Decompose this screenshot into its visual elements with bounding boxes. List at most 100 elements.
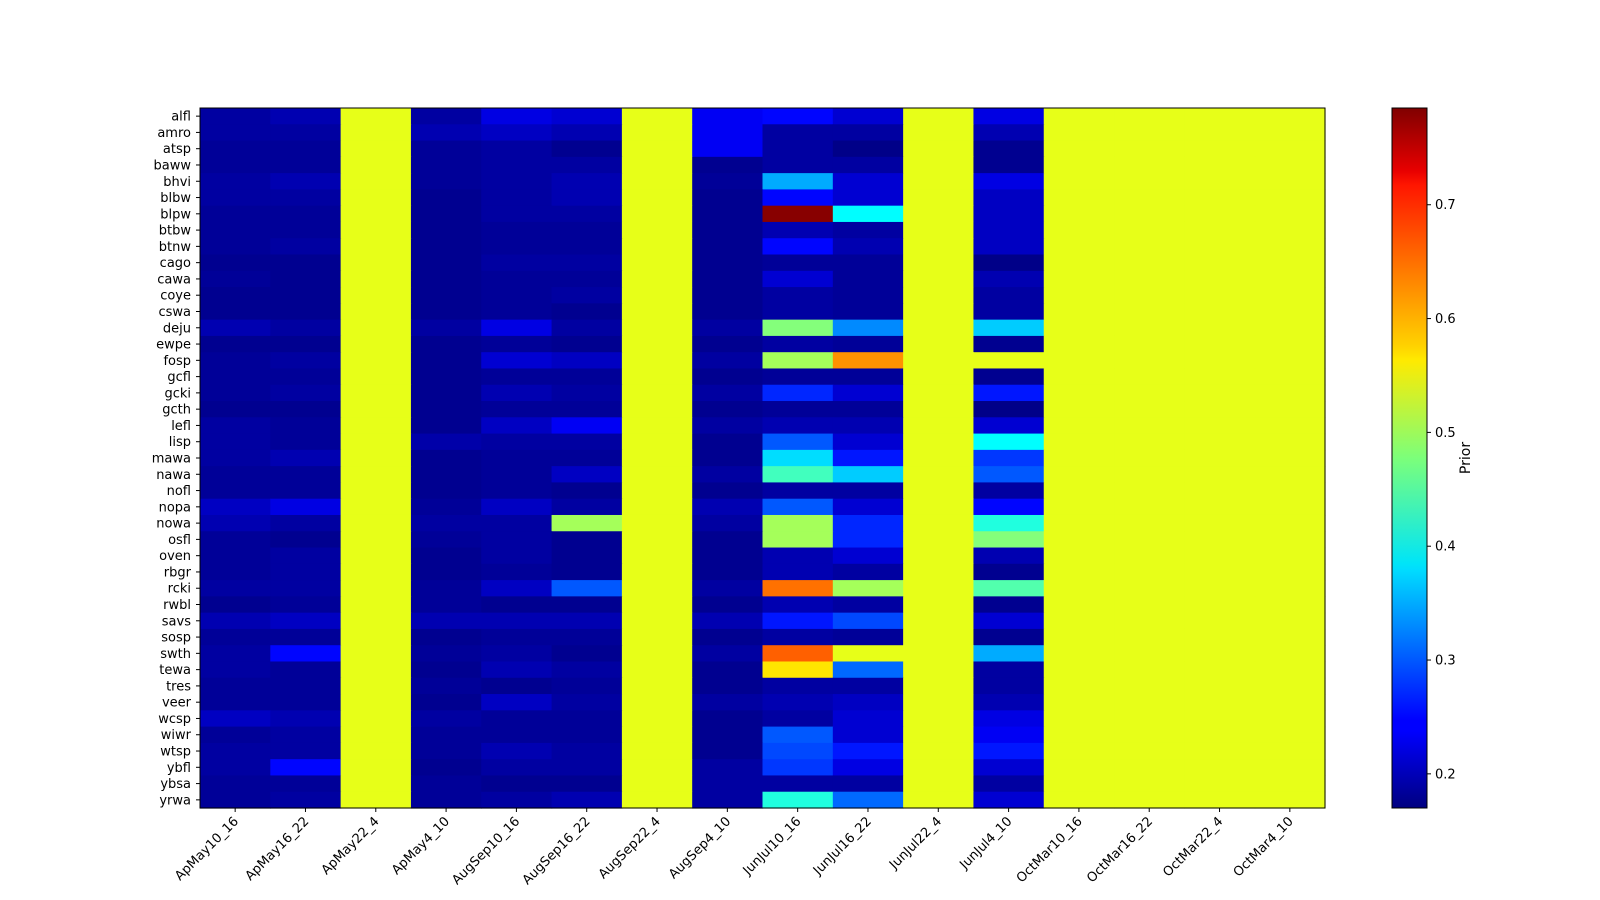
heatmap-cell-cawa-ApMay10_16 xyxy=(200,270,271,288)
heatmap-cell-blbw-JunJul22_4 xyxy=(903,189,975,207)
heatmap-cell-gcth-OctMar22_4 xyxy=(1184,401,1256,418)
heatmap-cell-gcfl-ApMay4_10 xyxy=(410,368,482,386)
heatmap-cell-nopa-ApMay22_4 xyxy=(340,498,412,516)
heatmap-cell-osfl-ApMay22_4 xyxy=(340,531,412,549)
heatmap-cell-wtsp-ApMay10_16 xyxy=(200,742,271,760)
heatmap-cell-wcsp-ApMay10_16 xyxy=(200,710,271,728)
x-tick-label-OctMar22_4: OctMar22_4 xyxy=(1160,814,1226,880)
heatmap-cell-amro-AugSep22_4 xyxy=(621,124,693,142)
heatmap-cell-rwbl-OctMar16_22 xyxy=(1114,596,1185,614)
heatmap-cell-bhvi-OctMar22_4 xyxy=(1184,173,1256,190)
heatmap-cell-nofl-JunJul10_16 xyxy=(762,482,834,500)
heatmap-cell-ybsa-OctMar4_10 xyxy=(1254,775,1326,793)
heatmap-cell-yrwa-JunJul10_16 xyxy=(762,791,834,809)
y-tick-label-amro: amro xyxy=(157,126,191,141)
heatmap-cell-atsp-AugSep10_16 xyxy=(481,140,553,158)
heatmap-cell-fosp-AugSep4_10 xyxy=(692,352,764,370)
heatmap-cell-nopa-OctMar4_10 xyxy=(1254,498,1326,516)
heatmap-cell-cswa-AugSep16_22 xyxy=(551,303,623,321)
heatmap-cell-amro-ApMay4_10 xyxy=(410,124,482,142)
heatmap-cell-btbw-OctMar16_22 xyxy=(1114,221,1185,239)
heatmap-cell-tewa-OctMar22_4 xyxy=(1184,661,1256,679)
heatmap-cell-lisp-ApMay22_4 xyxy=(340,433,412,451)
heatmap-cell-fosp-AugSep22_4 xyxy=(621,352,693,370)
heatmap-cell-blbw-OctMar10_16 xyxy=(1043,189,1115,207)
heatmap-cell-amro-AugSep16_22 xyxy=(551,124,623,142)
heatmap-cell-osfl-ApMay10_16 xyxy=(200,531,271,549)
heatmap-cell-bhvi-ApMay16_22 xyxy=(270,173,342,190)
heatmap-cell-wtsp-JunJul4_10 xyxy=(973,742,1045,760)
heatmap-cell-ewpe-OctMar22_4 xyxy=(1184,335,1256,353)
heatmap-cell-blbw-OctMar22_4 xyxy=(1184,189,1256,207)
colorbar-ticks: 0.2 0.3 0.4 0.5 0.6 0.7 xyxy=(1427,198,1456,782)
heatmap-cell-sosp-OctMar4_10 xyxy=(1254,628,1326,646)
heatmap-cell-nawa-OctMar22_4 xyxy=(1184,466,1256,484)
heatmap-cell-btbw-ApMay10_16 xyxy=(200,221,271,239)
heatmap-cell-deju-ApMay10_16 xyxy=(200,319,271,337)
heatmap-cell-wcsp-OctMar16_22 xyxy=(1114,710,1185,728)
heatmap-cell-blpw-OctMar16_22 xyxy=(1114,205,1185,223)
colorbar-tick-label: 0.2 xyxy=(1435,767,1456,782)
heatmap-cell-blbw-OctMar16_22 xyxy=(1114,189,1185,207)
colorbar: 0.2 0.3 0.4 0.5 0.6 0.7 Prior xyxy=(1391,107,1474,809)
heatmap-cell-oven-ApMay16_22 xyxy=(270,547,342,565)
heatmap-cell-sosp-OctMar16_22 xyxy=(1114,628,1185,646)
heatmap-cell-tewa-JunJul22_4 xyxy=(903,661,975,679)
heatmap-cell-cago-OctMar4_10 xyxy=(1254,254,1326,272)
heatmap-cell-lisp-AugSep22_4 xyxy=(621,433,693,451)
heatmap-cell-oven-AugSep10_16 xyxy=(481,547,553,565)
heatmap-cell-lefl-JunJul16_22 xyxy=(832,417,904,435)
heatmap-cell-lefl-AugSep16_22 xyxy=(551,417,623,435)
heatmap-cell-btnw-JunJul4_10 xyxy=(973,238,1045,256)
heatmap-cell-mawa-ApMay10_16 xyxy=(200,449,271,467)
heatmap-cell-sosp-AugSep16_22 xyxy=(551,628,623,646)
heatmap-cell-swth-OctMar4_10 xyxy=(1254,645,1326,663)
heatmap-cell-cago-ApMay16_22 xyxy=(270,254,342,272)
heatmap-cell-btnw-ApMay16_22 xyxy=(270,238,342,256)
heatmap-cell-atsp-ApMay16_22 xyxy=(270,140,342,158)
heatmap-cell-atsp-AugSep22_4 xyxy=(621,140,693,158)
heatmap-cell-nofl-AugSep16_22 xyxy=(551,482,623,500)
heatmap-cell-cawa-JunJul22_4 xyxy=(903,270,975,288)
heatmap-cell-nofl-ApMay16_22 xyxy=(270,482,342,500)
heatmap-cell-atsp-JunJul10_16 xyxy=(762,140,834,158)
heatmap-cell-gcki-OctMar10_16 xyxy=(1043,384,1115,402)
heatmap-cell-fosp-ApMay4_10 xyxy=(410,352,482,370)
heatmap-cell-amro-JunJul22_4 xyxy=(903,124,975,142)
heatmap-cell-savs-AugSep16_22 xyxy=(551,612,623,630)
heatmap-cell-lefl-OctMar16_22 xyxy=(1114,417,1185,435)
heatmap-cell-rcki-OctMar10_16 xyxy=(1043,580,1115,597)
heatmap-cell-btbw-ApMay4_10 xyxy=(410,221,482,239)
heatmap-cell-btnw-OctMar16_22 xyxy=(1114,238,1185,256)
heatmap-cell-gcki-AugSep4_10 xyxy=(692,384,764,402)
heatmap-cell-rcki-ApMay10_16 xyxy=(200,580,271,597)
heatmap-cell-baww-OctMar22_4 xyxy=(1184,156,1256,174)
heatmap-cell-oven-OctMar22_4 xyxy=(1184,547,1256,565)
x-tick-label-AugSep10_16: AugSep10_16 xyxy=(449,814,523,888)
heatmap-cell-gcki-JunJul4_10 xyxy=(973,384,1045,402)
heatmap-cell-ybfl-JunJul4_10 xyxy=(973,759,1045,777)
heatmap-cell-tewa-JunJul10_16 xyxy=(762,661,834,679)
heatmap-cell-cswa-ApMay16_22 xyxy=(270,303,342,321)
heatmap-cell-bhvi-AugSep4_10 xyxy=(692,173,764,190)
heatmap-cell-swth-ApMay4_10 xyxy=(410,645,482,663)
heatmap-cell-nofl-JunJul16_22 xyxy=(832,482,904,500)
y-tick-label-oven: oven xyxy=(159,549,191,564)
heatmap-cell-cswa-JunJul16_22 xyxy=(832,303,904,321)
heatmap-cell-nopa-AugSep16_22 xyxy=(551,498,623,516)
heatmap-cell-blpw-JunJul10_16 xyxy=(762,205,834,223)
heatmap-cell-savs-AugSep10_16 xyxy=(481,612,553,630)
heatmap-cell-mawa-JunJul10_16 xyxy=(762,449,834,467)
heatmap-cell-gcth-AugSep10_16 xyxy=(481,401,553,418)
heatmap-cell-amro-JunJul10_16 xyxy=(762,124,834,142)
heatmap-cell-blpw-AugSep4_10 xyxy=(692,205,764,223)
heatmap-cell-baww-ApMay16_22 xyxy=(270,156,342,174)
heatmap-cell-ewpe-AugSep16_22 xyxy=(551,335,623,353)
heatmap-cell-coye-AugSep16_22 xyxy=(551,287,623,304)
heatmap-cell-fosp-AugSep10_16 xyxy=(481,352,553,370)
heatmap-cell-nowa-OctMar22_4 xyxy=(1184,514,1256,532)
heatmap-cell-wiwr-JunJul16_22 xyxy=(832,726,904,744)
heatmap-cell-rwbl-ApMay10_16 xyxy=(200,596,271,614)
heatmap-cell-ybfl-OctMar10_16 xyxy=(1043,759,1115,777)
heatmap-cell-veer-AugSep16_22 xyxy=(551,694,623,711)
